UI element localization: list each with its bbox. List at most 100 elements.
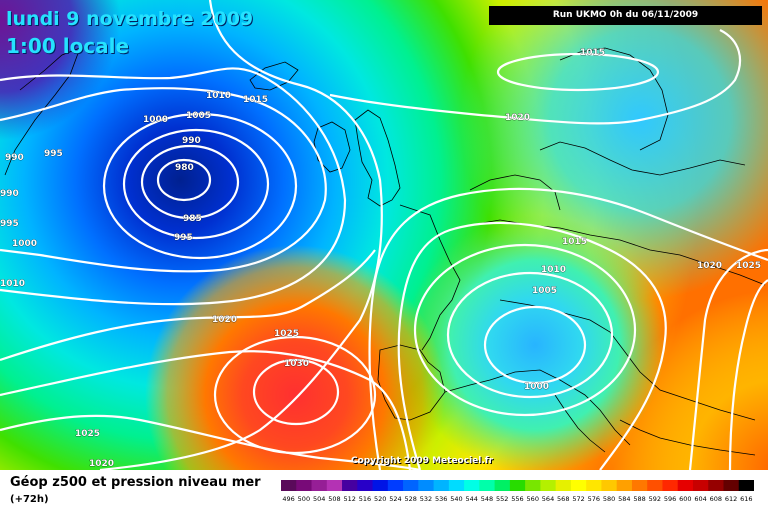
isobar-label: 985 — [183, 214, 202, 224]
isobar-label: 1020 — [697, 261, 722, 271]
isobar-label: 1015 — [243, 95, 268, 105]
isobar-label: 1025 — [736, 261, 761, 271]
color-scale: 496 500 504 508 512 516 520 524 528 532 536 540 544 5… — [281, 480, 754, 503]
color-scale-swatch — [326, 480, 343, 491]
color-scale-label: 588 — [633, 495, 645, 503]
model-run-label: Run UKMO 0h du 06/11/2009 — [489, 6, 762, 25]
color-scale-label: 524 — [389, 495, 401, 503]
color-scale-label: 560 — [527, 495, 539, 503]
color-scale-swatch — [311, 480, 328, 491]
isobars — [0, 0, 768, 470]
forecast-lead-time: (+72h) — [10, 494, 49, 505]
color-scale-swatch — [631, 480, 648, 491]
color-scale-label: 552 — [496, 495, 508, 503]
isobar-label: 1005 — [186, 111, 211, 121]
isobar-label: 1000 — [12, 239, 37, 249]
color-scale-swatch — [738, 480, 754, 491]
color-scale-swatch — [586, 480, 602, 491]
color-scale-swatch — [403, 480, 419, 491]
color-scale-label: 576 — [588, 495, 600, 503]
color-scale-swatch — [708, 480, 724, 491]
color-scale-label: 548 — [481, 495, 493, 503]
color-scale-swatch — [357, 480, 374, 491]
color-scale-label: 592 — [649, 495, 661, 503]
color-scale-swatch — [570, 480, 587, 491]
color-scale-swatch — [433, 480, 450, 491]
isobar-label: 1000 — [524, 382, 549, 392]
color-scale-label: 580 — [603, 495, 615, 503]
color-scale-label: 556 — [511, 495, 523, 503]
isobar-labels: 1015 1020 1010 1015 1005 1000 990 980 98… — [0, 48, 761, 470]
color-scale-swatch — [494, 480, 511, 491]
color-scale-label: 612 — [725, 495, 737, 503]
color-scale-swatch — [647, 480, 663, 491]
color-scale-swatch — [677, 480, 694, 491]
isobar-label: 990 — [0, 189, 19, 199]
isobar-label: 1010 — [206, 91, 231, 101]
color-scale-swatch — [525, 480, 541, 491]
color-scale-swatch — [418, 480, 435, 491]
coastlines — [4, 47, 766, 456]
isobar-label: 1015 — [562, 237, 587, 247]
isobar-label: 995 — [0, 219, 19, 229]
isobar-label: 995 — [44, 149, 63, 159]
isobar-label: 1015 — [580, 48, 605, 58]
color-scale-swatch — [509, 480, 526, 491]
weather-map: 1015 1020 1010 1015 1005 1000 990 980 98… — [0, 0, 768, 470]
color-scale-swatch — [281, 480, 297, 491]
isobar-label: 1025 — [75, 429, 100, 439]
color-scale-swatch — [372, 480, 389, 491]
color-scale-label: 512 — [343, 495, 355, 503]
isobar-label: 1025 — [274, 329, 299, 339]
legend-bar: Géop z500 et pression niveau mer (+72h) … — [0, 470, 768, 512]
color-scale-label: 544 — [466, 495, 478, 503]
copyright-text: Copyright 2009 Meteociel.fr — [351, 456, 494, 466]
color-scale-label: 516 — [359, 495, 371, 503]
color-scale-swatch — [723, 480, 740, 491]
color-scale-label: 532 — [420, 495, 432, 503]
color-scale-swatch — [662, 480, 679, 491]
color-scale-label: 604 — [694, 495, 706, 503]
color-scale-label: 608 — [710, 495, 722, 503]
color-scale-label: 504 — [313, 495, 325, 503]
isobar-label: 1010 — [541, 265, 566, 275]
color-scale-label: 600 — [679, 495, 691, 503]
color-scale-swatch — [540, 480, 557, 491]
isobar-label: 1000 — [143, 115, 168, 125]
color-scale-label: 500 — [298, 495, 310, 503]
color-scale-label: 496 — [282, 495, 294, 503]
isobar-label: 1020 — [212, 315, 237, 325]
legend-title: Géop z500 et pression niveau mer — [10, 475, 261, 490]
map-title-time: 1:00 locale — [6, 34, 130, 58]
isobar-label: 990 — [182, 136, 201, 146]
color-scale-label: 596 — [664, 495, 676, 503]
color-scale-swatch — [616, 480, 633, 491]
color-scale-swatch — [464, 480, 480, 491]
isobar-label: 1020 — [89, 459, 114, 469]
color-scale-swatch — [692, 480, 709, 491]
color-scale-swatch — [555, 480, 572, 491]
color-scale-label: 536 — [435, 495, 447, 503]
isobar-label: 1010 — [0, 279, 25, 289]
color-scale-label: 520 — [374, 495, 386, 503]
color-scale-label: 584 — [618, 495, 630, 503]
isobar-label: 980 — [175, 163, 194, 173]
color-scale-label: 508 — [328, 495, 340, 503]
isobar-label: 1020 — [505, 113, 530, 123]
color-scale-swatch — [448, 480, 465, 491]
color-scale-label: 528 — [404, 495, 416, 503]
color-scale-label: 568 — [557, 495, 569, 503]
color-scale-label: 540 — [450, 495, 462, 503]
color-scale-label: 616 — [740, 495, 752, 503]
color-scale-swatch — [601, 480, 618, 491]
color-scale-swatch — [296, 480, 313, 491]
color-scale-swatch — [479, 480, 496, 491]
isobar-label: 1030 — [284, 359, 309, 369]
isobar-label: 990 — [5, 153, 24, 163]
isobar-label: 995 — [174, 233, 193, 243]
isobar-label: 1005 — [532, 286, 557, 296]
color-scale-swatch — [342, 480, 358, 491]
color-scale-label: 564 — [542, 495, 554, 503]
color-scale-label: 572 — [572, 495, 584, 503]
